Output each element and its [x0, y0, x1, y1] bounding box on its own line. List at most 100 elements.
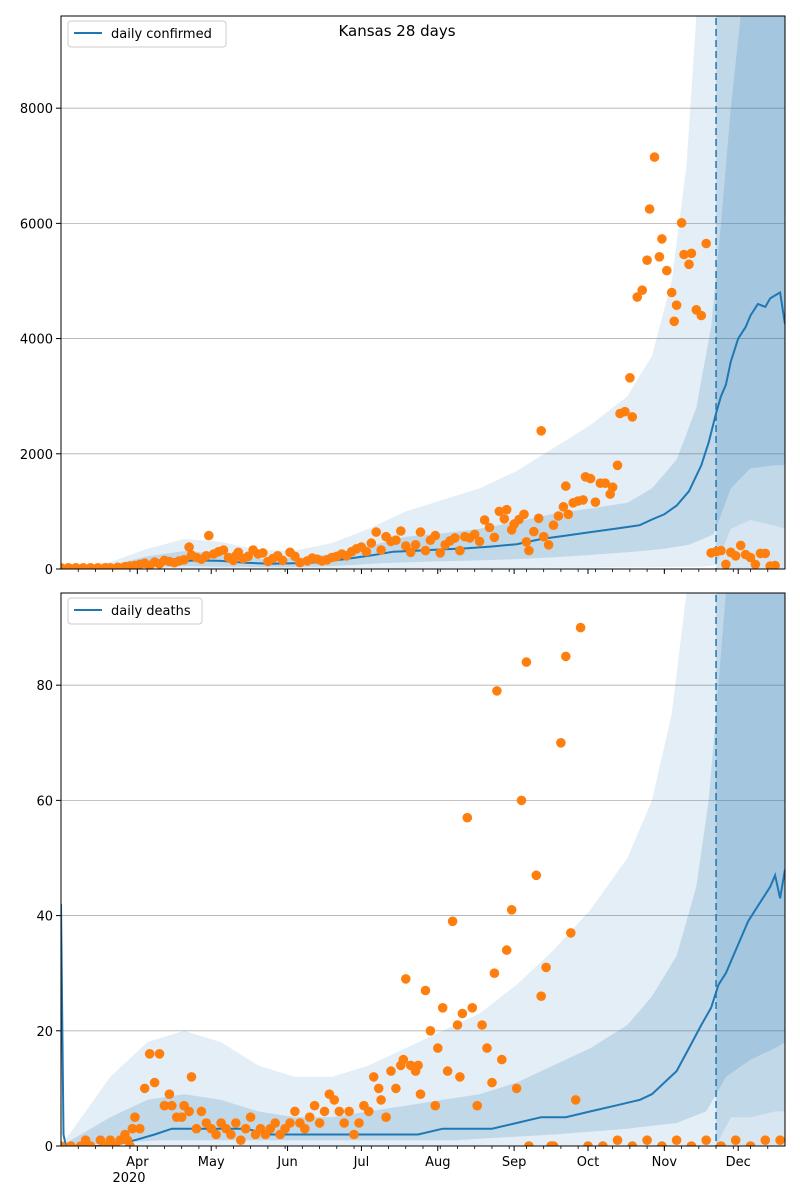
confirmed-observed-point	[735, 540, 746, 551]
deaths-observed-point	[457, 1008, 468, 1019]
confirmed-observed-point	[686, 248, 697, 259]
deaths-observed-point	[487, 1077, 497, 1088]
deaths-observed-point	[472, 1100, 483, 1111]
deaths-observed-point	[556, 738, 566, 748]
confirmed-observed-point	[455, 545, 465, 556]
deaths-observed-point	[541, 962, 551, 973]
deaths-observed-point	[531, 870, 542, 881]
deaths-observed-point	[566, 928, 576, 938]
confirmed-observed-point	[469, 529, 480, 540]
confirmed-observed-point	[499, 514, 510, 524]
deaths-observed-point	[430, 1100, 441, 1111]
deaths-observed-point	[583, 1141, 593, 1146]
confirmed-observed-point	[371, 527, 382, 537]
confirmed-observed-point	[258, 548, 268, 558]
confirmed-observed-point	[716, 545, 726, 556]
confirmed-observed-point	[484, 522, 495, 533]
confirmed-legend: daily confirmed	[67, 20, 227, 48]
confirmed-observed-point	[529, 526, 539, 537]
confirmed-observed-point	[405, 547, 416, 558]
confirmed-observed-point	[218, 545, 229, 555]
deaths-observed-point	[716, 1141, 726, 1146]
deaths-observed-point	[300, 1123, 310, 1134]
confirmed-observed-point	[612, 460, 623, 471]
confirmed-observed-point	[553, 511, 564, 521]
deaths-observed-point	[61, 1141, 66, 1146]
confirmed-observed-point	[184, 542, 194, 552]
confirmed-observed-point	[627, 412, 638, 422]
confirmed-observed-point	[420, 545, 431, 556]
confirmed-ytick-label: 0	[45, 563, 53, 578]
deaths-observed-point	[159, 1100, 170, 1111]
deaths-ytick-label: 20	[36, 1025, 53, 1040]
deaths-observed-point	[642, 1135, 652, 1145]
deaths-observed-point	[381, 1112, 391, 1122]
deaths-observed-point	[686, 1141, 697, 1146]
deaths-observed-point	[561, 651, 571, 662]
confirmed-observed-point	[533, 513, 544, 524]
deaths-observed-point	[442, 1066, 453, 1076]
confirmed-observed-point	[415, 527, 426, 537]
confirmed-observed-point	[563, 509, 574, 520]
confirmed-model-line	[61, 290, 785, 569]
deaths-observed-point	[433, 1043, 443, 1053]
confirmed-observed-point	[620, 406, 630, 417]
deaths-observed-point	[309, 1100, 320, 1111]
deaths-observed-point	[176, 1112, 187, 1122]
deaths-legend-label: daily deaths	[111, 604, 191, 619]
x-tick-label: Nov	[652, 1155, 678, 1170]
deaths-legend-box	[67, 597, 203, 625]
deaths-observed-point	[492, 686, 502, 696]
deaths-observed-point	[135, 1123, 145, 1134]
confirmed-observed-point	[63, 563, 74, 569]
deaths-panel: 0 20 40 60 80 daily deaths	[36, 592, 786, 1155]
deaths-observed-point	[149, 1077, 160, 1088]
confirmed-observed-point	[637, 285, 647, 296]
confirmed-observed-point	[479, 515, 490, 525]
confirmed-observed-point	[112, 562, 123, 569]
deaths-observed-point	[506, 905, 517, 915]
confirmed-observed-point	[585, 473, 596, 484]
confirmed-observed-point	[607, 482, 618, 493]
confirmed-observed-point	[410, 540, 421, 550]
deaths-observed-point	[386, 1066, 396, 1076]
deaths-observed-point	[344, 1106, 354, 1117]
confirmed-observed-point	[201, 551, 212, 561]
deaths-observed-point	[536, 991, 546, 1001]
confirmed-observed-point	[361, 546, 372, 557]
figure-title: Kansas 28 days	[338, 22, 455, 40]
confirmed-observed-point	[543, 540, 554, 550]
deaths-observed-point	[671, 1135, 682, 1145]
x-tick-label: Apr	[126, 1155, 149, 1170]
deaths-observed-point	[211, 1129, 221, 1140]
deaths-observed-point	[314, 1118, 325, 1128]
deaths-observed-point	[329, 1095, 340, 1105]
deaths-observed-point	[497, 1054, 507, 1065]
confirmed-ytick-label: 2000	[20, 448, 53, 463]
deaths-observed-point	[334, 1106, 345, 1117]
deaths-observed-point	[760, 1135, 771, 1145]
confirmed-observed-point	[701, 238, 711, 249]
deaths-observed-point	[511, 1083, 522, 1094]
confirmed-observed-point	[536, 426, 546, 436]
confirmed-observed-point	[721, 559, 731, 569]
deaths-observed-point	[420, 985, 431, 996]
deaths-observed-point	[66, 1141, 76, 1146]
confirmed-observed-point	[644, 204, 655, 214]
confirmed-ytick-label: 4000	[20, 333, 53, 348]
deaths-ytick-label: 80	[36, 679, 53, 694]
deaths-observed-point	[775, 1135, 785, 1145]
deaths-observed-point	[437, 1003, 448, 1013]
deaths-observed-point	[413, 1060, 423, 1071]
confirmed-observed-point	[770, 560, 780, 569]
deaths-observed-point	[548, 1141, 559, 1146]
deaths-observed-point	[164, 1089, 175, 1099]
deaths-observed-point	[482, 1043, 492, 1053]
confirmed-axes: 0 2000 4000 6000 8000	[20, 102, 769, 578]
deaths-legend: daily deaths	[67, 597, 203, 625]
deaths-observed-point	[354, 1118, 364, 1128]
deaths-observed-point	[657, 1141, 667, 1146]
deaths-observed-point	[127, 1123, 138, 1134]
deaths-observed-point	[516, 795, 527, 806]
confirmed-observed-point	[396, 526, 406, 536]
